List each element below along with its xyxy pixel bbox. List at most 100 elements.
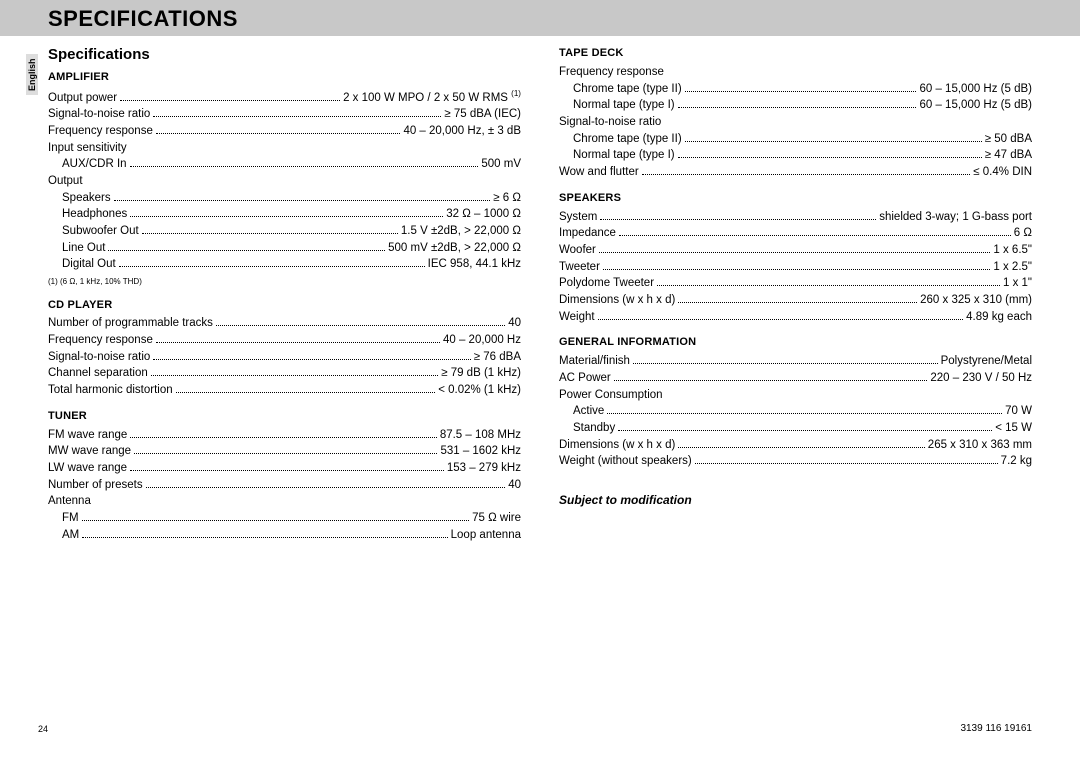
spec-row: MW wave range531 – 1602 kHz bbox=[48, 443, 521, 460]
leader-dots bbox=[156, 125, 401, 134]
spec-row: Digital Out IEC 958, 44.1 kHz bbox=[48, 256, 521, 273]
spec-row: AMLoop antenna bbox=[48, 527, 521, 544]
spec-row: Signal-to-noise ratio ≥ 75 dBA (IEC) bbox=[48, 106, 521, 123]
spec-plain-row: Input sensitivity bbox=[48, 140, 521, 157]
leader-dots bbox=[130, 429, 437, 438]
spec-label: Chrome tape (type II) bbox=[573, 131, 682, 148]
spec-value: shielded 3-way; 1 G-bass port bbox=[879, 209, 1032, 226]
spec-row: Frequency response40 – 20,000 Hz bbox=[48, 332, 521, 349]
spec-value: ≥ 76 dBA bbox=[474, 349, 521, 366]
spec-label: Normal tape (type I) bbox=[573, 147, 675, 164]
page-title: SPECIFICATIONS bbox=[48, 6, 1032, 32]
leader-dots bbox=[153, 351, 470, 360]
page-number: 24 bbox=[38, 724, 48, 734]
spec-value: ≥ 6 Ω bbox=[493, 190, 521, 207]
leader-dots bbox=[600, 210, 876, 219]
spec-row: Impedance 6 Ω bbox=[559, 225, 1032, 242]
spec-value: IEC 958, 44.1 kHz bbox=[428, 256, 521, 273]
spec-value: 40 – 20,000 Hz, ± 3 dB bbox=[403, 123, 521, 140]
spec-label: Standby bbox=[573, 420, 615, 437]
spec-row: Woofer1 x 6.5" bbox=[559, 242, 1032, 259]
spec-value: 2 x 100 W MPO / 2 x 50 W RMS (1) bbox=[343, 88, 521, 107]
section-heading: CD PLAYER bbox=[48, 298, 521, 314]
leader-dots bbox=[114, 191, 491, 200]
section-heading: AMPLIFIER bbox=[48, 70, 521, 86]
leader-dots bbox=[678, 438, 924, 447]
header-bar: SPECIFICATIONS bbox=[0, 0, 1080, 36]
spec-label: Subwoofer Out bbox=[62, 223, 139, 240]
left-column: Specifications AMPLIFIEROutput power2 x … bbox=[48, 44, 521, 543]
spec-label: Digital Out bbox=[62, 256, 116, 273]
leader-dots bbox=[618, 422, 992, 431]
leader-dots bbox=[695, 455, 998, 464]
spec-label: System bbox=[559, 209, 597, 226]
spec-label: Signal-to-noise ratio bbox=[48, 106, 150, 123]
leader-dots bbox=[130, 208, 443, 217]
spec-row: Material/finishPolystyrene/Metal bbox=[559, 353, 1032, 370]
spec-value: ≥ 75 dBA (IEC) bbox=[444, 106, 521, 123]
spec-value: 1 x 2.5" bbox=[993, 259, 1032, 276]
spec-label: MW wave range bbox=[48, 443, 131, 460]
spec-label: FM wave range bbox=[48, 427, 127, 444]
spec-label: Headphones bbox=[62, 206, 127, 223]
speakers-section: SPEAKERSSystemshielded 3-way; 1 G-bass p… bbox=[559, 191, 1032, 326]
leader-dots bbox=[642, 166, 971, 175]
spec-value: 1 x 6.5" bbox=[993, 242, 1032, 259]
spec-plain-row: Antenna bbox=[48, 493, 521, 510]
spec-value: < 0.02% (1 kHz) bbox=[438, 382, 521, 399]
spec-row: Normal tape (type I)60 – 15,000 Hz (5 dB… bbox=[559, 97, 1032, 114]
spec-label: Frequency response bbox=[48, 332, 153, 349]
leader-dots bbox=[216, 317, 505, 326]
spec-plain-row: Frequency response bbox=[559, 64, 1032, 81]
footnote: (1) (6 Ω, 1 kHz, 10% THD) bbox=[48, 276, 521, 288]
spec-value: 7.2 kg bbox=[1001, 453, 1032, 470]
spec-row: AC Power220 – 230 V / 50 Hz bbox=[559, 370, 1032, 387]
spec-row: Line Out500 mV ±2dB, > 22,000 Ω bbox=[48, 240, 521, 257]
spec-value: 70 W bbox=[1005, 403, 1032, 420]
spec-plain-row: Signal-to-noise ratio bbox=[559, 114, 1032, 131]
disclaimer-text: Subject to modification bbox=[559, 492, 1032, 509]
leader-dots bbox=[599, 244, 991, 253]
spec-row: Frequency response40 – 20,000 Hz, ± 3 dB bbox=[48, 123, 521, 140]
leader-dots bbox=[134, 445, 437, 454]
spec-value: 40 bbox=[508, 315, 521, 332]
spec-label: LW wave range bbox=[48, 460, 127, 477]
leader-dots bbox=[614, 372, 928, 381]
spec-row: Active 70 W bbox=[559, 403, 1032, 420]
spec-label: Material/finish bbox=[559, 353, 630, 370]
spec-row: Chrome tape (type II)60 – 15,000 Hz (5 d… bbox=[559, 81, 1032, 98]
spec-value: 6 Ω bbox=[1014, 225, 1032, 242]
leader-dots bbox=[82, 529, 447, 538]
amplifier-section: AMPLIFIER Output power 2 x 100 W MPO / 2 x… bbox=[48, 70, 521, 288]
leader-dots bbox=[146, 479, 506, 488]
spec-row: Signal-to-noise ratio ≥ 76 dBA bbox=[48, 349, 521, 366]
spec-value: ≥ 47 dBA bbox=[985, 147, 1032, 164]
spec-label: AUX/CDR In bbox=[62, 156, 127, 173]
spec-plain-row: Output bbox=[48, 173, 521, 190]
spec-row: Output power 2 x 100 W MPO / 2 x 50 W RMS… bbox=[48, 88, 521, 107]
spec-value: 75 Ω wire bbox=[472, 510, 521, 527]
spec-plain-row: Power Consumption bbox=[559, 387, 1032, 404]
spec-value: < 15 W bbox=[995, 420, 1032, 437]
spec-label: Active bbox=[573, 403, 604, 420]
leader-dots bbox=[603, 260, 990, 269]
leader-dots bbox=[130, 462, 444, 471]
spec-label: Output power bbox=[48, 90, 117, 107]
leader-dots bbox=[685, 132, 982, 141]
spec-value: 60 – 15,000 Hz (5 dB) bbox=[919, 81, 1032, 98]
section-heading: GENERAL INFORMATION bbox=[559, 335, 1032, 351]
leader-dots bbox=[119, 258, 425, 267]
spec-value: 260 x 325 x 310 (mm) bbox=[920, 292, 1032, 309]
spec-row: LW wave range153 – 279 kHz bbox=[48, 460, 521, 477]
spec-value: 4.89 kg each bbox=[966, 309, 1032, 326]
leader-dots bbox=[82, 512, 470, 521]
spec-label: Impedance bbox=[559, 225, 616, 242]
spec-value: 60 – 15,000 Hz (5 dB) bbox=[919, 97, 1032, 114]
spec-row: Headphones32 Ω – 1000 Ω bbox=[48, 206, 521, 223]
spec-row: Weight (without speakers)7.2 kg bbox=[559, 453, 1032, 470]
spec-label: Weight bbox=[559, 309, 595, 326]
leader-dots bbox=[607, 405, 1002, 414]
spec-label: Signal-to-noise ratio bbox=[48, 349, 150, 366]
spec-row: Chrome tape (type II)≥ 50 dBA bbox=[559, 131, 1032, 148]
leader-dots bbox=[619, 227, 1011, 236]
